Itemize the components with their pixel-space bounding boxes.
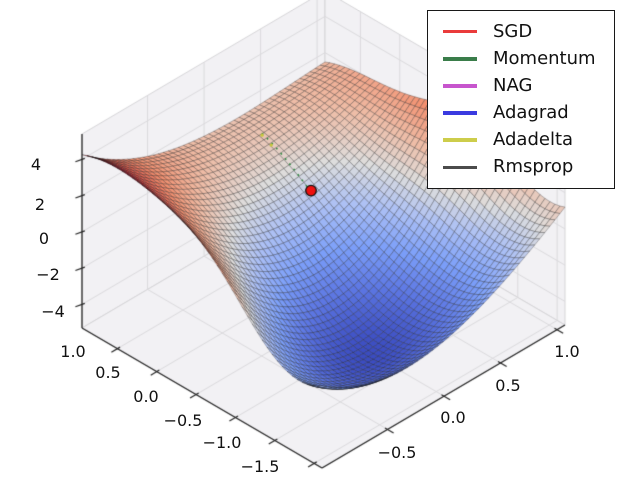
y-tick-label: 0.0	[440, 408, 466, 427]
z-tick-label: −4	[41, 302, 65, 321]
legend-label: Adadelta	[493, 129, 574, 151]
legend-line-swatch	[443, 56, 477, 61]
z-tick-label: −2	[36, 265, 60, 284]
legend-label: Rmsprop	[493, 156, 574, 178]
legend-label: Adagrad	[493, 102, 569, 124]
y-tick-label: −0.5	[377, 443, 417, 462]
legend-label: Momentum	[493, 47, 596, 69]
legend-line-swatch	[443, 111, 477, 115]
legend-line-swatch	[443, 138, 477, 142]
z-tick-label: 0	[38, 229, 50, 248]
z-tick-label: 2	[34, 195, 46, 214]
x-tick-label: 1.0	[60, 342, 86, 361]
legend: SGD Momentum NAG Adagrad Adadelta Rmspro…	[427, 10, 615, 189]
legend-item-adadelta: Adadelta	[443, 131, 610, 149]
legend-label: SGD	[493, 20, 533, 42]
legend-item-sgd: SGD	[443, 20, 610, 42]
x-tick-label: 0.0	[133, 387, 159, 406]
x-tick-label: −1.5	[240, 457, 280, 476]
legend-line-swatch	[443, 84, 477, 88]
y-tick-label: 0.5	[495, 376, 521, 395]
x-tick-label: −0.5	[163, 411, 203, 430]
legend-item-rmsprop: Rmsprop	[443, 158, 610, 176]
legend-label: NAG	[493, 74, 533, 96]
x-tick-label: 0.5	[95, 363, 121, 382]
x-tick-label: −1.0	[202, 433, 242, 452]
legend-item-nag: NAG	[443, 74, 610, 96]
legend-line-swatch	[443, 165, 477, 170]
legend-line-swatch	[443, 29, 477, 34]
legend-item-adagrad: Adagrad	[443, 104, 610, 122]
legend-item-momentum: Momentum	[443, 47, 610, 69]
z-tick-label: 4	[30, 155, 42, 174]
y-tick-label: 1.0	[554, 342, 580, 361]
